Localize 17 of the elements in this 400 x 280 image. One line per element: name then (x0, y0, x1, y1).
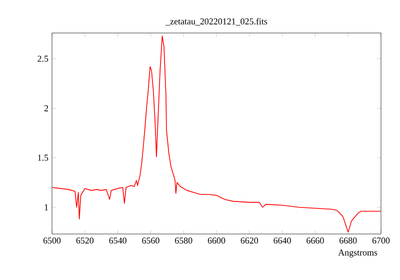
x-tick-label: 6660 (306, 238, 324, 244)
x-tick-label: 6600 (208, 238, 226, 244)
x-tick-label: 6620 (240, 238, 258, 244)
x-tick-label: 6520 (76, 238, 94, 244)
y-tick-label: 2 (44, 105, 48, 112)
x-tick-label: 6700 (372, 238, 390, 244)
x-tick-label: 6500 (43, 238, 61, 244)
x-tick-label: 6540 (109, 238, 126, 244)
x-tick-label: 6580 (175, 238, 192, 244)
x-tick-label: 6680 (340, 238, 357, 244)
y-tick-label: 1 (44, 204, 48, 210)
x-tick-label: 6560 (142, 238, 160, 244)
chart-title: _zetatau_20220121_025.fits (166, 18, 268, 26)
x-axis-title: Angstroms (338, 250, 378, 258)
x-tick-label: 6640 (274, 238, 291, 244)
y-tick-label: 2.5 (38, 56, 48, 62)
y-tick-label: 1.5 (38, 154, 48, 161)
